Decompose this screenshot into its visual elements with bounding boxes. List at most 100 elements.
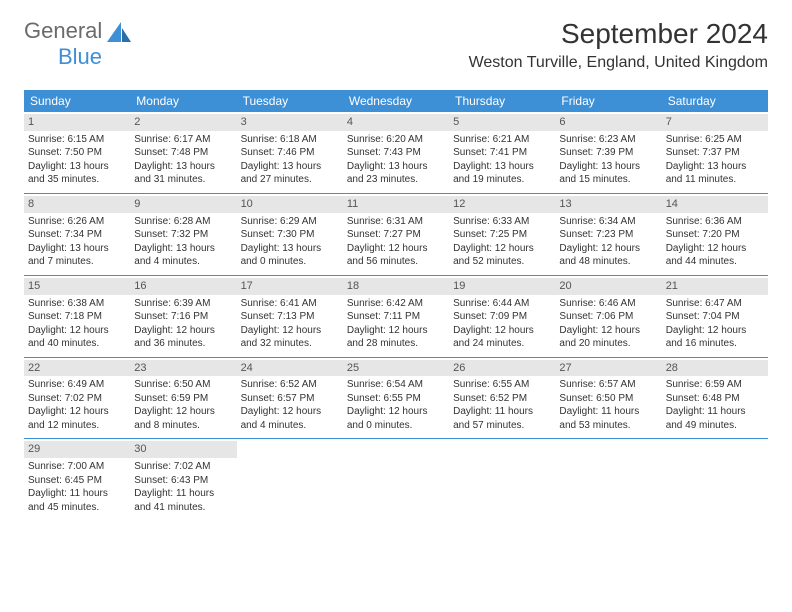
sunset-text: Sunset: 7:32 PM	[134, 228, 232, 242]
day-cell: 7Sunrise: 6:25 AMSunset: 7:37 PMDaylight…	[662, 112, 768, 193]
daylight-text: Daylight: 12 hours and 28 minutes.	[347, 324, 445, 351]
daylight-text: Daylight: 12 hours and 0 minutes.	[347, 405, 445, 432]
sunrise-text: Sunrise: 6:54 AM	[347, 378, 445, 392]
sunset-text: Sunset: 7:48 PM	[134, 146, 232, 160]
day-number: 29	[24, 441, 130, 458]
sunrise-text: Sunrise: 6:33 AM	[453, 215, 551, 229]
day-cell: 17Sunrise: 6:41 AMSunset: 7:13 PMDayligh…	[237, 275, 343, 357]
title-block: September 2024 Weston Turville, England,…	[469, 18, 768, 72]
day-number: 23	[130, 360, 236, 377]
sunrise-text: Sunrise: 6:21 AM	[453, 133, 551, 147]
daylight-text: Daylight: 12 hours and 16 minutes.	[666, 324, 764, 351]
sunrise-text: Sunrise: 6:26 AM	[28, 215, 126, 229]
sunset-text: Sunset: 7:50 PM	[28, 146, 126, 160]
location-text: Weston Turville, England, United Kingdom	[469, 54, 768, 72]
sunrise-text: Sunrise: 6:55 AM	[453, 378, 551, 392]
sunset-text: Sunset: 7:46 PM	[241, 146, 339, 160]
sunrise-text: Sunrise: 6:41 AM	[241, 297, 339, 311]
day-number: 17	[237, 278, 343, 295]
sunset-text: Sunset: 7:39 PM	[559, 146, 657, 160]
day-cell: 24Sunrise: 6:52 AMSunset: 6:57 PMDayligh…	[237, 357, 343, 439]
day-header-sun: Sunday	[24, 90, 130, 112]
daylight-text: Daylight: 11 hours and 53 minutes.	[559, 405, 657, 432]
week-row: 29Sunrise: 7:00 AMSunset: 6:45 PMDayligh…	[24, 439, 768, 520]
empty-cell	[343, 439, 449, 520]
day-number: 3	[237, 114, 343, 131]
sunrise-text: Sunrise: 6:49 AM	[28, 378, 126, 392]
day-number: 1	[24, 114, 130, 131]
daylight-text: Daylight: 12 hours and 56 minutes.	[347, 242, 445, 269]
day-number: 11	[343, 196, 449, 213]
week-row: 22Sunrise: 6:49 AMSunset: 7:02 PMDayligh…	[24, 357, 768, 439]
day-number: 28	[662, 360, 768, 377]
sunset-text: Sunset: 7:43 PM	[347, 146, 445, 160]
daylight-text: Daylight: 13 hours and 19 minutes.	[453, 160, 551, 187]
daylight-text: Daylight: 12 hours and 40 minutes.	[28, 324, 126, 351]
sunset-text: Sunset: 6:55 PM	[347, 392, 445, 406]
sunrise-text: Sunrise: 7:00 AM	[28, 460, 126, 474]
sunset-text: Sunset: 7:16 PM	[134, 310, 232, 324]
sunrise-text: Sunrise: 6:23 AM	[559, 133, 657, 147]
daylight-text: Daylight: 13 hours and 23 minutes.	[347, 160, 445, 187]
day-cell: 20Sunrise: 6:46 AMSunset: 7:06 PMDayligh…	[555, 275, 661, 357]
day-number: 19	[449, 278, 555, 295]
sunset-text: Sunset: 7:37 PM	[666, 146, 764, 160]
daylight-text: Daylight: 11 hours and 41 minutes.	[134, 487, 232, 514]
day-cell: 23Sunrise: 6:50 AMSunset: 6:59 PMDayligh…	[130, 357, 236, 439]
daylight-text: Daylight: 13 hours and 11 minutes.	[666, 160, 764, 187]
sunset-text: Sunset: 7:18 PM	[28, 310, 126, 324]
sunset-text: Sunset: 7:30 PM	[241, 228, 339, 242]
day-number: 18	[343, 278, 449, 295]
sunrise-text: Sunrise: 6:42 AM	[347, 297, 445, 311]
daylight-text: Daylight: 11 hours and 49 minutes.	[666, 405, 764, 432]
day-cell: 9Sunrise: 6:28 AMSunset: 7:32 PMDaylight…	[130, 193, 236, 275]
sunset-text: Sunset: 7:25 PM	[453, 228, 551, 242]
day-number: 15	[24, 278, 130, 295]
daylight-text: Daylight: 13 hours and 35 minutes.	[28, 160, 126, 187]
sunset-text: Sunset: 6:50 PM	[559, 392, 657, 406]
day-number: 6	[555, 114, 661, 131]
day-number: 16	[130, 278, 236, 295]
sunrise-text: Sunrise: 6:44 AM	[453, 297, 551, 311]
day-header-row: Sunday Monday Tuesday Wednesday Thursday…	[24, 90, 768, 112]
day-number: 9	[130, 196, 236, 213]
day-number: 12	[449, 196, 555, 213]
day-header-thu: Thursday	[449, 90, 555, 112]
sunset-text: Sunset: 6:48 PM	[666, 392, 764, 406]
day-cell: 11Sunrise: 6:31 AMSunset: 7:27 PMDayligh…	[343, 193, 449, 275]
sunset-text: Sunset: 7:11 PM	[347, 310, 445, 324]
day-number: 4	[343, 114, 449, 131]
daylight-text: Daylight: 13 hours and 27 minutes.	[241, 160, 339, 187]
sunset-text: Sunset: 7:23 PM	[559, 228, 657, 242]
day-cell: 15Sunrise: 6:38 AMSunset: 7:18 PMDayligh…	[24, 275, 130, 357]
day-number: 2	[130, 114, 236, 131]
daylight-text: Daylight: 12 hours and 44 minutes.	[666, 242, 764, 269]
day-number: 5	[449, 114, 555, 131]
day-cell: 12Sunrise: 6:33 AMSunset: 7:25 PMDayligh…	[449, 193, 555, 275]
day-cell: 13Sunrise: 6:34 AMSunset: 7:23 PMDayligh…	[555, 193, 661, 275]
sunset-text: Sunset: 7:27 PM	[347, 228, 445, 242]
sunrise-text: Sunrise: 6:34 AM	[559, 215, 657, 229]
daylight-text: Daylight: 12 hours and 20 minutes.	[559, 324, 657, 351]
sunset-text: Sunset: 6:52 PM	[453, 392, 551, 406]
sunset-text: Sunset: 7:34 PM	[28, 228, 126, 242]
day-cell: 30Sunrise: 7:02 AMSunset: 6:43 PMDayligh…	[130, 439, 236, 520]
day-cell: 10Sunrise: 6:29 AMSunset: 7:30 PMDayligh…	[237, 193, 343, 275]
daylight-text: Daylight: 13 hours and 7 minutes.	[28, 242, 126, 269]
day-cell: 29Sunrise: 7:00 AMSunset: 6:45 PMDayligh…	[24, 439, 130, 520]
day-cell: 1Sunrise: 6:15 AMSunset: 7:50 PMDaylight…	[24, 112, 130, 193]
day-cell: 4Sunrise: 6:20 AMSunset: 7:43 PMDaylight…	[343, 112, 449, 193]
daylight-text: Daylight: 13 hours and 0 minutes.	[241, 242, 339, 269]
empty-cell	[237, 439, 343, 520]
day-number: 14	[662, 196, 768, 213]
week-row: 1Sunrise: 6:15 AMSunset: 7:50 PMDaylight…	[24, 112, 768, 193]
header: General Blue September 2024 Weston Turvi…	[24, 18, 768, 72]
day-cell: 5Sunrise: 6:21 AMSunset: 7:41 PMDaylight…	[449, 112, 555, 193]
day-cell: 19Sunrise: 6:44 AMSunset: 7:09 PMDayligh…	[449, 275, 555, 357]
sunrise-text: Sunrise: 6:25 AM	[666, 133, 764, 147]
calendar-table: Sunday Monday Tuesday Wednesday Thursday…	[24, 90, 768, 520]
day-header-wed: Wednesday	[343, 90, 449, 112]
logo-sail-icon	[107, 22, 131, 42]
empty-cell	[449, 439, 555, 520]
sunrise-text: Sunrise: 6:18 AM	[241, 133, 339, 147]
